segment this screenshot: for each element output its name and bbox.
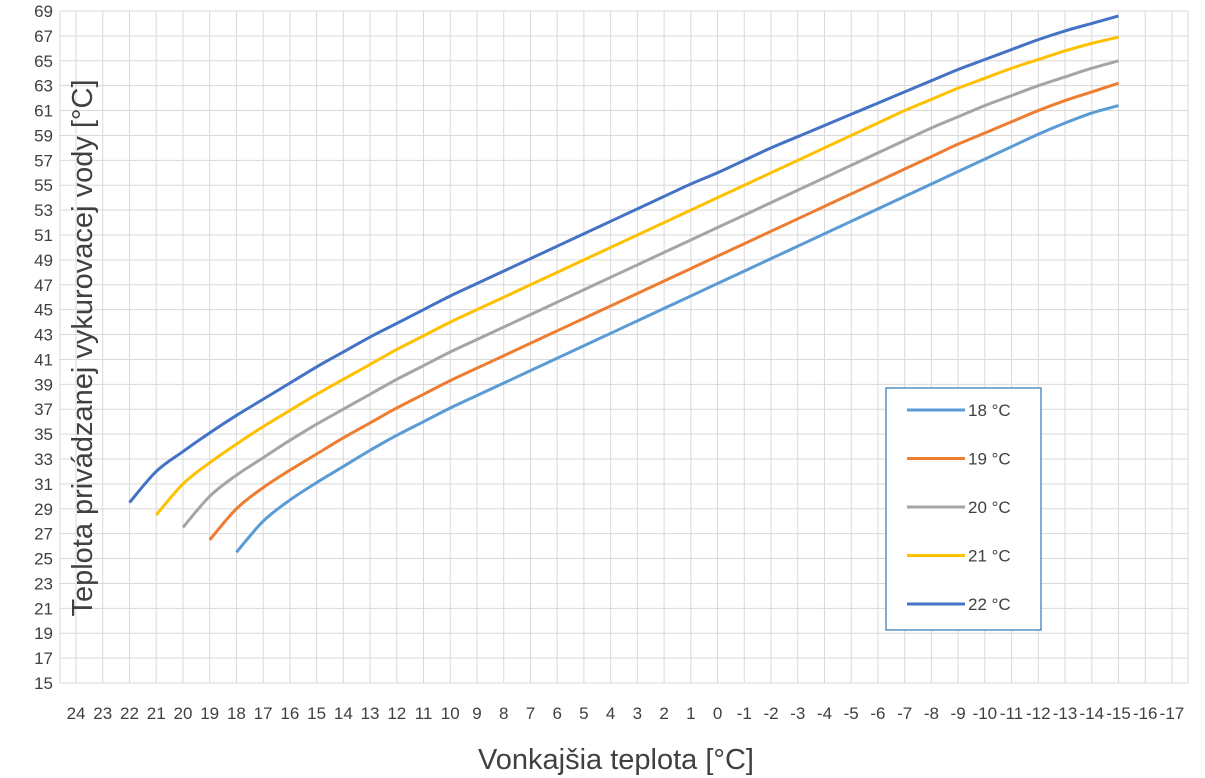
series-line-1 [235, 104, 1119, 554]
y-tick-label: 51 [34, 226, 53, 245]
y-tick-label: 65 [34, 52, 53, 71]
x-tick-label: -14 [1079, 704, 1104, 723]
y-tick-label: 39 [34, 375, 53, 394]
y-axis-title: Teplota privádzanej vykurovacej vody [°C… [67, 79, 99, 616]
y-tick-label: 55 [34, 176, 53, 195]
y-tick-label: 31 [34, 475, 53, 494]
series-line-4 [155, 35, 1119, 516]
x-tick-label: 14 [334, 704, 353, 723]
x-tick-label: 23 [93, 704, 112, 723]
x-tick-label: 21 [147, 704, 166, 723]
series-line-3 [181, 59, 1119, 529]
x-axis-ticks: 24 23 22 21 20 19 18 17 16 15 14 13 12 11 10 9 8 7 6 5 4 3 2 1 0… [67, 704, 1185, 723]
x-tick-label: 16 [280, 704, 299, 723]
x-tick-label: 8 [499, 704, 508, 723]
y-tick-label: 61 [34, 102, 53, 121]
y-tick-label: 29 [34, 500, 53, 519]
x-tick-label: -6 [870, 704, 885, 723]
y-tick-label: 53 [34, 201, 53, 220]
y-tick-label: 19 [34, 624, 53, 643]
y-tick-label: 37 [34, 400, 53, 419]
legend: 18 °C 19 °C 20 °C 21 °C 22 °C [885, 387, 1042, 631]
x-tick-label: 4 [606, 704, 615, 723]
series-line-2 [208, 81, 1119, 541]
x-tick-label: -3 [790, 704, 805, 723]
legend-label: 19 °C [968, 450, 1011, 469]
x-tick-label: -8 [924, 704, 939, 723]
legend-label: 18 °C [968, 401, 1011, 420]
y-tick-label: 67 [34, 27, 53, 46]
y-tick-label: 35 [34, 425, 53, 444]
y-tick-label: 17 [34, 649, 53, 668]
x-tick-label: 2 [659, 704, 668, 723]
y-tick-label: 43 [34, 326, 53, 345]
y-tick-label: 41 [34, 350, 53, 369]
series-line-5 [128, 14, 1119, 504]
x-tick-label: -11 [1000, 704, 1023, 723]
x-tick-label: -9 [951, 704, 966, 723]
x-tick-label: 6 [552, 704, 561, 723]
x-tick-label: -2 [763, 704, 778, 723]
x-tick-label: 24 [67, 704, 86, 723]
x-tick-label: 22 [120, 704, 139, 723]
x-tick-label: -7 [897, 704, 912, 723]
y-tick-label: 45 [34, 301, 53, 320]
x-tick-label: -16 [1133, 704, 1158, 723]
x-tick-label: 19 [200, 704, 219, 723]
y-tick-label: 49 [34, 251, 53, 270]
y-tick-label: 59 [34, 126, 53, 145]
x-tick-label: 12 [387, 704, 406, 723]
y-tick-label: 69 [34, 2, 53, 21]
y-tick-label: 23 [34, 574, 53, 593]
x-tick-label: 15 [307, 704, 326, 723]
legend-label: 21 °C [968, 547, 1011, 566]
x-tick-label: 1 [686, 704, 695, 723]
y-tick-label: 15 [34, 674, 53, 693]
y-tick-label: 47 [34, 276, 53, 295]
x-tick-label: 9 [472, 704, 481, 723]
y-tick-label: 57 [34, 151, 53, 170]
y-tick-label: 33 [34, 450, 53, 469]
series-lines [128, 14, 1119, 554]
x-tick-label: 3 [633, 704, 642, 723]
x-tick-label: 18 [227, 704, 246, 723]
x-tick-label: -12 [1026, 704, 1051, 723]
x-tick-label: -13 [1053, 704, 1078, 723]
x-tick-label: -10 [973, 704, 998, 723]
y-tick-label: 21 [34, 599, 53, 618]
x-tick-label: 17 [254, 704, 273, 723]
x-tick-label: -1 [737, 704, 752, 723]
y-tick-label: 27 [34, 525, 53, 544]
x-tick-label: 0 [713, 704, 722, 723]
legend-label: 20 °C [968, 498, 1011, 517]
x-tick-label: 5 [579, 704, 588, 723]
x-tick-label: 13 [361, 704, 380, 723]
y-axis-ticks: 15 17 19 21 23 25 27 29 31 33 35 37 39 41 43 45 47 49 51 53… [34, 2, 53, 693]
x-tick-label: 7 [526, 704, 535, 723]
x-axis-title: Vonkajšia teplota [°C] [478, 744, 754, 776]
x-tick-label: -4 [817, 704, 832, 723]
x-tick-label: -15 [1106, 704, 1131, 723]
x-tick-label: 11 [415, 704, 433, 723]
y-tick-label: 25 [34, 550, 53, 569]
y-tick-label: 63 [34, 77, 53, 96]
x-tick-label: -17 [1160, 704, 1185, 723]
x-tick-label: 10 [441, 704, 460, 723]
x-tick-label: -5 [844, 704, 859, 723]
x-tick-label: 20 [173, 704, 192, 723]
legend-label: 22 °C [968, 595, 1011, 614]
legend-box [885, 387, 1042, 631]
